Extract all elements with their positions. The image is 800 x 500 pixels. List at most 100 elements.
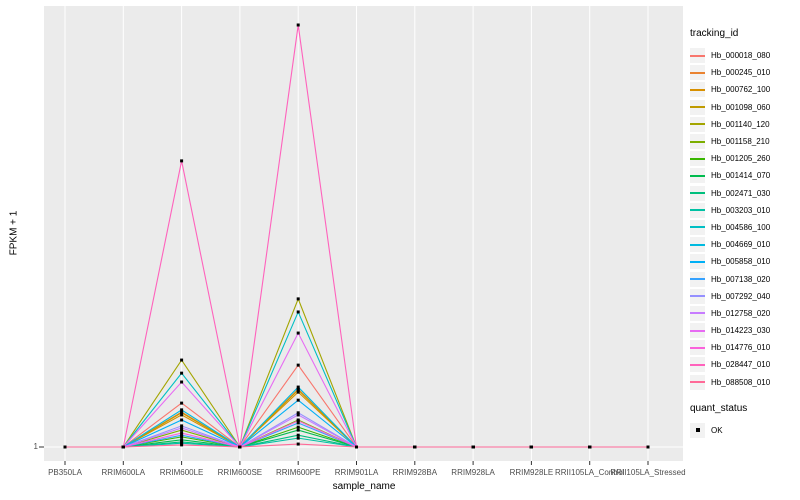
data-point-marker (180, 371, 184, 375)
data-point-marker (296, 398, 300, 402)
legend-entry-Hb_088508_010: Hb_088508_010 (690, 374, 798, 391)
data-point-marker (646, 445, 650, 449)
data-point-marker (180, 418, 184, 422)
data-point-marker (296, 442, 300, 446)
legend-entry-Hb_003203_010: Hb_003203_010 (690, 202, 798, 219)
data-point-marker (296, 310, 300, 314)
line-swatch-icon (690, 106, 705, 109)
data-point-marker (296, 428, 300, 432)
x-tick-label-RRIM600PE: RRIM600PE (275, 468, 321, 477)
line-swatch-icon (690, 88, 705, 91)
data-point-marker (588, 445, 592, 449)
data-point-marker (180, 424, 184, 428)
data-point-marker (180, 411, 184, 415)
legend-entry-label: Hb_004669_010 (711, 240, 771, 250)
data-point-marker (296, 411, 300, 415)
data-point-marker (180, 401, 184, 405)
data-point-marker (180, 435, 184, 439)
data-point-marker (180, 408, 184, 412)
legend-entry-Hb_004669_010: Hb_004669_010 (690, 236, 798, 253)
plot-panel (44, 6, 683, 461)
line-swatch-icon (690, 209, 705, 212)
legend-entry-label: Hb_014223_030 (711, 326, 771, 336)
legend-key-box (690, 151, 705, 167)
tracking-id-legend-title: tracking_id (690, 28, 739, 39)
data-point-marker (355, 445, 358, 449)
legend-key-box (690, 422, 705, 438)
data-point-marker (296, 433, 300, 437)
legend-entry-Hb_000245_010: Hb_000245_010 (690, 64, 798, 81)
data-point-marker (121, 445, 125, 449)
data-point-marker (296, 388, 300, 392)
legend-key-box (690, 357, 705, 373)
legend-entry-Hb_001205_260: Hb_001205_260 (690, 150, 798, 167)
legend-entry-label: Hb_000762_100 (711, 85, 771, 95)
data-point-marker (296, 297, 300, 301)
data-point-marker (180, 428, 184, 432)
legend-entry-label: Hb_001140_120 (711, 119, 770, 129)
legend-key-box (690, 99, 705, 115)
legend-entry-label: Hb_001414_070 (711, 171, 771, 181)
legend-entry-label: Hb_001158_210 (711, 137, 770, 147)
data-point-marker (296, 363, 300, 367)
x-tick-label-RRIM600SE: RRIM600SE (217, 468, 263, 477)
y-axis-title: FPKM + 1 (8, 210, 20, 256)
quant-status-legend-title: quant_status (690, 402, 748, 414)
line-swatch-icon (690, 295, 705, 298)
legend-key-box (690, 271, 705, 287)
data-point-marker (296, 23, 300, 27)
line-swatch-icon (690, 312, 705, 315)
x-tick-label-PB350LA: PB350LA (48, 468, 82, 477)
legend-key-box (690, 82, 705, 98)
data-point-marker (180, 443, 184, 447)
x-tick-label-RRIM928BA: RRIM928BA (392, 468, 438, 477)
legend-entry-label: Hb_014776_010 (711, 343, 771, 353)
x-tick-label-RRIM928LA: RRIM928LA (451, 468, 495, 477)
legend-entry-Hb_001414_070: Hb_001414_070 (690, 167, 798, 184)
legend-entry-Hb_012758_020: Hb_012758_020 (690, 305, 798, 322)
legend-entry-label: Hb_007138_020 (711, 274, 771, 284)
legend-entry-Hb_004586_100: Hb_004586_100 (690, 219, 798, 236)
line-swatch-icon (690, 226, 705, 229)
line-swatch-icon (690, 71, 705, 74)
legend-entry-Hb_028447_010: Hb_028447_010 (690, 356, 798, 373)
legend-entry-Hb_000762_100: Hb_000762_100 (690, 81, 798, 98)
legend-key-box (690, 134, 705, 150)
legend-entry-quant-ok: OK (690, 422, 798, 439)
data-point-marker (296, 390, 300, 394)
data-point-marker (63, 445, 67, 449)
legend-key-box (690, 340, 705, 356)
legend-entry-label: Hb_012758_020 (711, 308, 771, 318)
data-point-marker (296, 421, 300, 425)
legend-entry-label: Hb_001205_260 (711, 154, 771, 164)
data-point-marker (180, 441, 184, 445)
legend-entry-label: Hb_088508_010 (711, 377, 771, 387)
ok-square-marker-icon (695, 428, 700, 433)
data-point-marker (296, 425, 300, 429)
legend-key-box (690, 254, 705, 270)
data-point-marker (180, 431, 184, 435)
legend-key-box (690, 65, 705, 81)
legend-key-box (690, 202, 705, 218)
line-swatch-icon (690, 278, 705, 281)
data-point-marker (296, 413, 300, 417)
data-point-marker (296, 436, 300, 440)
data-point-marker (238, 445, 242, 449)
legend-entry-label: Hb_000245_010 (711, 68, 771, 78)
data-point-marker (296, 419, 300, 423)
legend-entry-label: Hb_005858_010 (711, 257, 771, 267)
x-tick-label-RRIM901LA: RRIM901LA (334, 468, 379, 477)
legend-entry-Hb_014223_030: Hb_014223_030 (690, 322, 798, 339)
data-point-marker (180, 426, 184, 430)
legend-key-box (690, 305, 705, 321)
line-swatch-icon (690, 192, 705, 195)
line-swatch-icon (690, 140, 705, 143)
data-point-marker (180, 433, 184, 437)
legend-entry-label: Hb_028447_010 (711, 360, 771, 370)
x-tick-label-RRIM600LA: RRIM600LA (101, 468, 146, 477)
line-swatch-icon (690, 123, 705, 126)
legend-entry-Hb_000018_080: Hb_000018_080 (690, 47, 798, 64)
legend-key-box (690, 48, 705, 64)
legend-entry-Hb_001140_120: Hb_001140_120 (690, 116, 798, 133)
